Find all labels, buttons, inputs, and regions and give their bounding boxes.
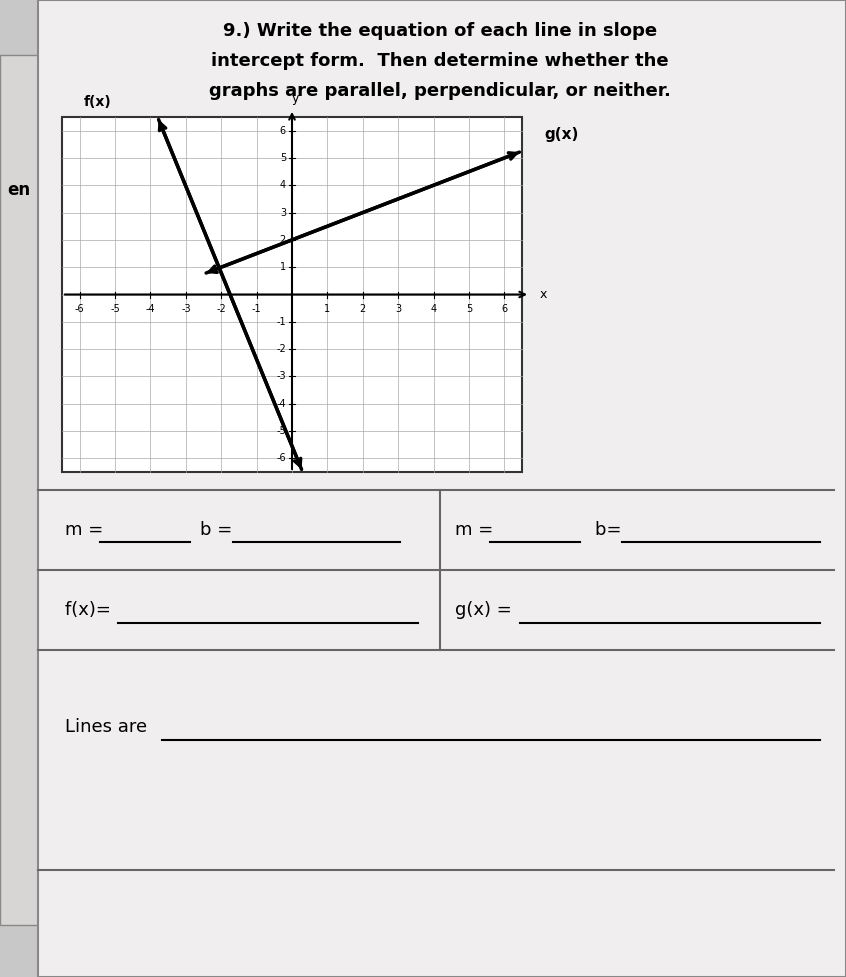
Text: 1: 1 [324, 305, 331, 315]
Text: -1: -1 [277, 317, 286, 327]
Text: 5: 5 [466, 305, 472, 315]
Text: 3: 3 [280, 207, 286, 218]
Text: 6: 6 [280, 126, 286, 136]
Text: g(x) =: g(x) = [455, 601, 512, 619]
Bar [0, 55, 38, 925]
Text: 4: 4 [431, 305, 437, 315]
Text: f(x)=: f(x)= [65, 601, 117, 619]
Text: -4: -4 [146, 305, 156, 315]
Text: 2: 2 [360, 305, 365, 315]
Text: 6: 6 [501, 305, 508, 315]
Text: -1: -1 [252, 305, 261, 315]
Text: -5: -5 [110, 305, 120, 315]
Text: intercept form.  Then determine whether the: intercept form. Then determine whether t… [212, 52, 669, 70]
Text: en: en [8, 181, 30, 199]
Text: 2: 2 [280, 234, 286, 245]
Text: -3: -3 [277, 371, 286, 381]
Text: -3: -3 [181, 305, 190, 315]
Text: -2: -2 [277, 344, 286, 354]
Text: m =: m = [455, 521, 499, 539]
Text: m =: m = [65, 521, 109, 539]
Text: 4: 4 [280, 181, 286, 191]
Text: Lines are: Lines are [65, 718, 153, 736]
Text: b=: b= [595, 521, 627, 539]
Text: g(x): g(x) [544, 127, 579, 142]
Text: f(x): f(x) [84, 95, 112, 109]
Text: -4: -4 [277, 399, 286, 408]
Text: 5: 5 [280, 153, 286, 163]
Text: 1: 1 [280, 262, 286, 273]
Text: -5: -5 [277, 426, 286, 436]
Text: -2: -2 [217, 305, 226, 315]
Text: 3: 3 [395, 305, 401, 315]
Bar [62, 117, 522, 472]
Text: -6: -6 [277, 453, 286, 463]
Text: x: x [540, 288, 547, 301]
Text: y: y [291, 92, 299, 105]
Text: b =: b = [200, 521, 238, 539]
Text: -6: -6 [75, 305, 85, 315]
Text: 9.) Write the equation of each line in slope: 9.) Write the equation of each line in s… [223, 22, 657, 40]
Text: graphs are parallel, perpendicular, or neither.: graphs are parallel, perpendicular, or n… [209, 82, 671, 100]
